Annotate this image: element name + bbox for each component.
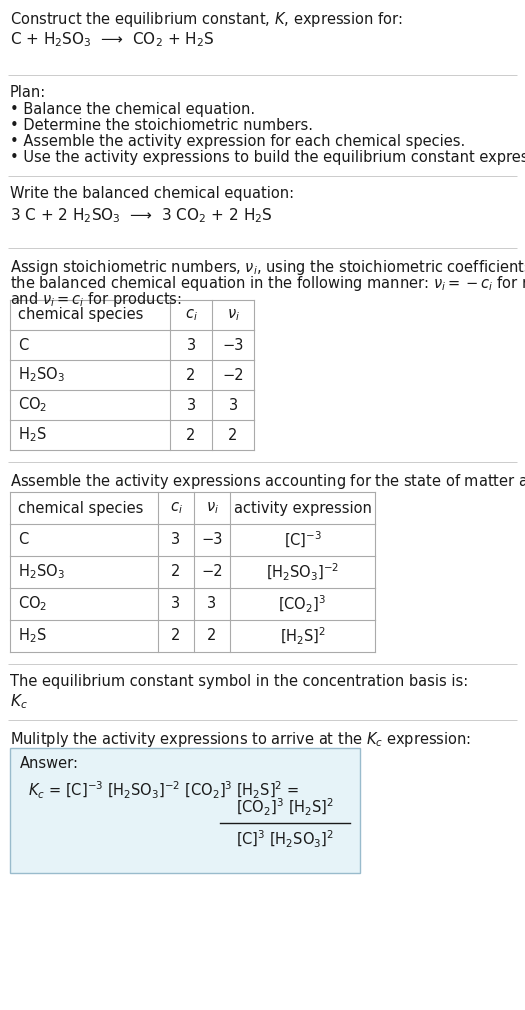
Text: $\nu_i$: $\nu_i$ — [226, 307, 239, 323]
Text: [H$_2$SO$_3$]$^{-2}$: [H$_2$SO$_3$]$^{-2}$ — [266, 562, 339, 583]
Text: 2: 2 — [171, 565, 181, 580]
Text: [CO$_2$]$^3$: [CO$_2$]$^3$ — [278, 594, 327, 614]
Text: 3 C + 2 H$_2$SO$_3$  ⟶  3 CO$_2$ + 2 H$_2$S: 3 C + 2 H$_2$SO$_3$ ⟶ 3 CO$_2$ + 2 H$_2$… — [10, 206, 273, 224]
Text: The equilibrium constant symbol in the concentration basis is:: The equilibrium constant symbol in the c… — [10, 674, 468, 689]
Text: Plan:: Plan: — [10, 85, 46, 100]
Text: chemical species: chemical species — [18, 307, 143, 322]
Text: Write the balanced chemical equation:: Write the balanced chemical equation: — [10, 186, 294, 201]
Text: chemical species: chemical species — [18, 501, 143, 515]
Text: −2: −2 — [201, 565, 223, 580]
Text: $c_i$: $c_i$ — [185, 307, 197, 323]
Text: H$_2$S: H$_2$S — [18, 626, 47, 645]
Text: 3: 3 — [207, 597, 216, 611]
Text: [CO$_2$]$^3$ [H$_2$S]$^2$: [CO$_2$]$^3$ [H$_2$S]$^2$ — [236, 797, 334, 817]
Text: [H$_2$S]$^2$: [H$_2$S]$^2$ — [280, 625, 326, 646]
Text: 3: 3 — [186, 337, 195, 352]
Text: H$_2$S: H$_2$S — [18, 425, 47, 444]
Text: $\nu_i$: $\nu_i$ — [205, 500, 218, 516]
Text: Answer:: Answer: — [20, 756, 79, 771]
Text: 2: 2 — [186, 368, 196, 383]
Text: H$_2$SO$_3$: H$_2$SO$_3$ — [18, 563, 65, 582]
Text: the balanced chemical equation in the following manner: $\nu_i = -c_i$ for react: the balanced chemical equation in the fo… — [10, 274, 525, 293]
FancyBboxPatch shape — [10, 748, 360, 873]
Text: C + H$_2$SO$_3$  ⟶  CO$_2$ + H$_2$S: C + H$_2$SO$_3$ ⟶ CO$_2$ + H$_2$S — [10, 30, 215, 48]
Text: and $\nu_i = c_i$ for products:: and $\nu_i = c_i$ for products: — [10, 290, 182, 309]
Text: • Use the activity expressions to build the equilibrium constant expression.: • Use the activity expressions to build … — [10, 150, 525, 165]
Text: $c_i$: $c_i$ — [170, 500, 182, 516]
Text: C: C — [18, 532, 28, 547]
Text: $K_c$ = [C]$^{-3}$ [H$_2$SO$_3$]$^{-2}$ [CO$_2$]$^3$ [H$_2$S]$^2$ =: $K_c$ = [C]$^{-3}$ [H$_2$SO$_3$]$^{-2}$ … — [28, 780, 299, 801]
Text: −3: −3 — [222, 337, 244, 352]
Text: CO$_2$: CO$_2$ — [18, 396, 47, 414]
Text: Mulitply the activity expressions to arrive at the $K_c$ expression:: Mulitply the activity expressions to arr… — [10, 730, 471, 749]
Text: CO$_2$: CO$_2$ — [18, 595, 47, 613]
Text: 3: 3 — [228, 398, 237, 412]
Text: H$_2$SO$_3$: H$_2$SO$_3$ — [18, 366, 65, 385]
Text: 2: 2 — [186, 427, 196, 442]
Text: $K_c$: $K_c$ — [10, 692, 28, 711]
Text: [C]$^{-3}$: [C]$^{-3}$ — [284, 530, 321, 550]
Text: • Determine the stoichiometric numbers.: • Determine the stoichiometric numbers. — [10, 118, 313, 133]
Text: C: C — [18, 337, 28, 352]
Text: • Balance the chemical equation.: • Balance the chemical equation. — [10, 102, 255, 117]
Text: Assemble the activity expressions accounting for the state of matter and $\nu_i$: Assemble the activity expressions accoun… — [10, 472, 525, 491]
Text: • Assemble the activity expression for each chemical species.: • Assemble the activity expression for e… — [10, 134, 465, 149]
Text: 3: 3 — [172, 532, 181, 547]
Text: −3: −3 — [201, 532, 223, 547]
Text: 2: 2 — [228, 427, 238, 442]
Text: 2: 2 — [207, 628, 217, 643]
Text: Assign stoichiometric numbers, $\nu_i$, using the stoichiometric coefficients, $: Assign stoichiometric numbers, $\nu_i$, … — [10, 258, 525, 277]
Text: 2: 2 — [171, 628, 181, 643]
Text: −2: −2 — [222, 368, 244, 383]
Text: Construct the equilibrium constant, $K$, expression for:: Construct the equilibrium constant, $K$,… — [10, 10, 403, 29]
Text: 3: 3 — [172, 597, 181, 611]
Text: 3: 3 — [186, 398, 195, 412]
Text: activity expression: activity expression — [234, 501, 372, 515]
Text: [C]$^3$ [H$_2$SO$_3$]$^2$: [C]$^3$ [H$_2$SO$_3$]$^2$ — [236, 828, 334, 849]
